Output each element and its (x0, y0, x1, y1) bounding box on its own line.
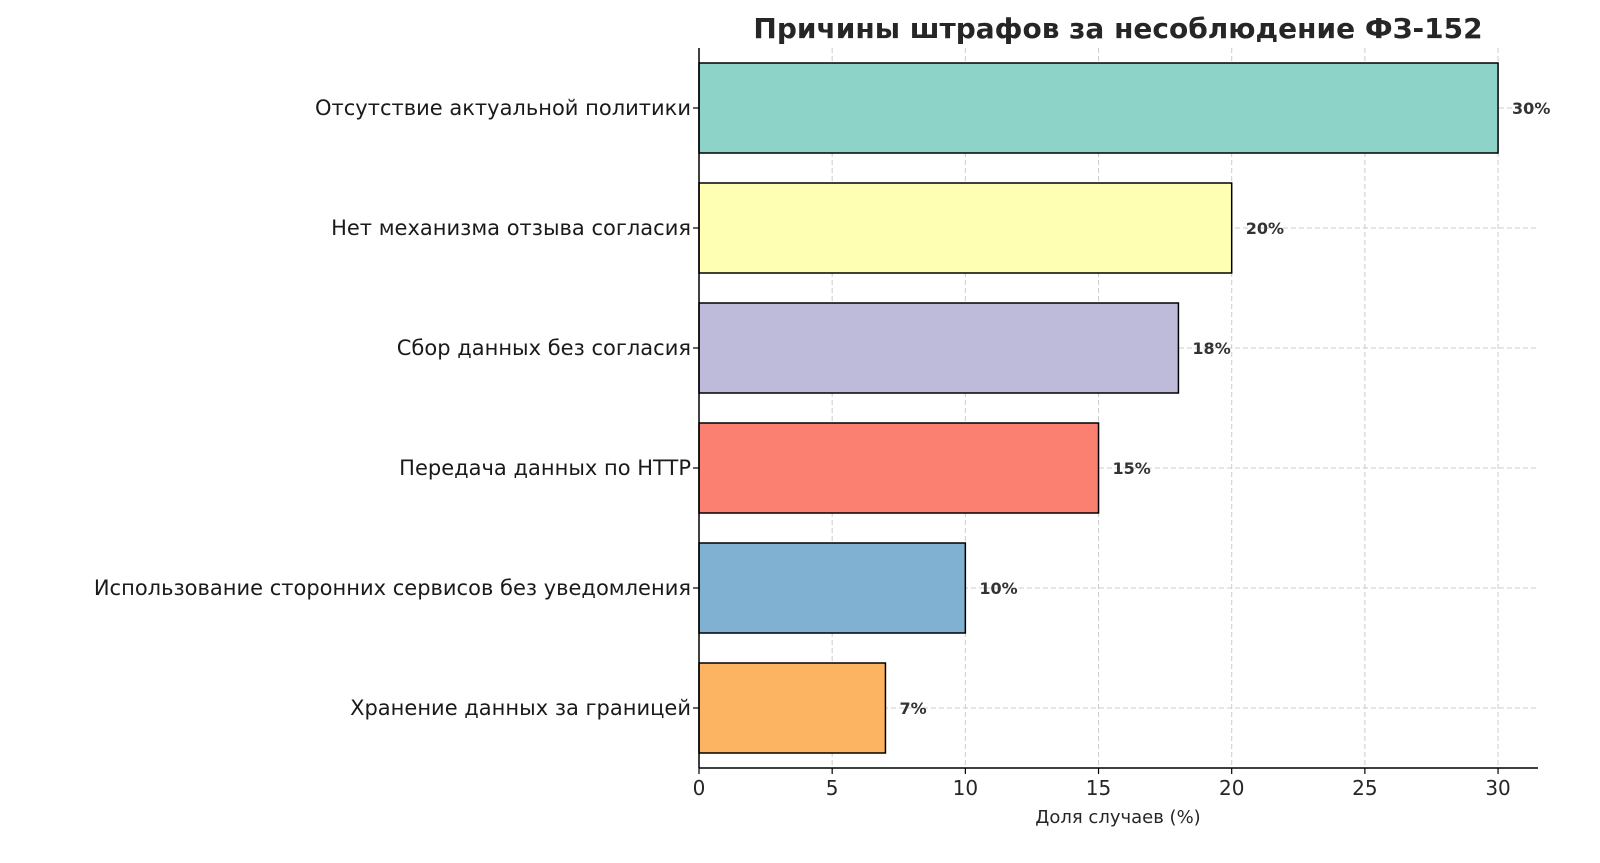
y-tick-label: Нет механизма отзыва согласия (331, 216, 691, 240)
bar (698, 422, 1100, 514)
x-tick-label: 25 (1352, 776, 1377, 800)
bar (698, 662, 887, 754)
data-label: 18% (1192, 339, 1230, 358)
data-label: 10% (979, 579, 1017, 598)
bar (698, 302, 1180, 394)
y-tick-label: Отсутствие актуальной политики (315, 96, 691, 120)
chart-title: Причины штрафов за несоблюдение ФЗ-152 (753, 12, 1482, 45)
y-tick-label: Использование сторонних сервисов без уве… (94, 576, 691, 600)
data-label: 7% (899, 699, 926, 718)
x-tick-label: 20 (1219, 776, 1244, 800)
y-tick-label: Хранение данных за границей (350, 696, 691, 720)
x-tick-label: 15 (1086, 776, 1111, 800)
grid (698, 48, 1538, 768)
axes: 0 5 10 15 20 25 30 Отсутствие актуальной полити… (94, 48, 1538, 800)
x-tick-label: 5 (826, 776, 839, 800)
data-label: 30% (1512, 99, 1550, 118)
bar (698, 182, 1233, 274)
bar (698, 542, 967, 634)
x-tick-label: 30 (1485, 776, 1510, 800)
y-tick-label: Сбор данных без согласия (397, 336, 691, 360)
y-tick-label: Передача данных по HTTP (399, 456, 691, 480)
bar (698, 62, 1499, 154)
data-label: 15% (1113, 459, 1151, 478)
x-axis-label: Доля случаев (%) (1035, 807, 1200, 828)
data-label: 20% (1246, 219, 1284, 238)
x-tick-label: 10 (953, 776, 978, 800)
bars: 30% 20% 18% 15% 10% 7% (698, 62, 1550, 754)
x-tick-label: 0 (693, 776, 706, 800)
